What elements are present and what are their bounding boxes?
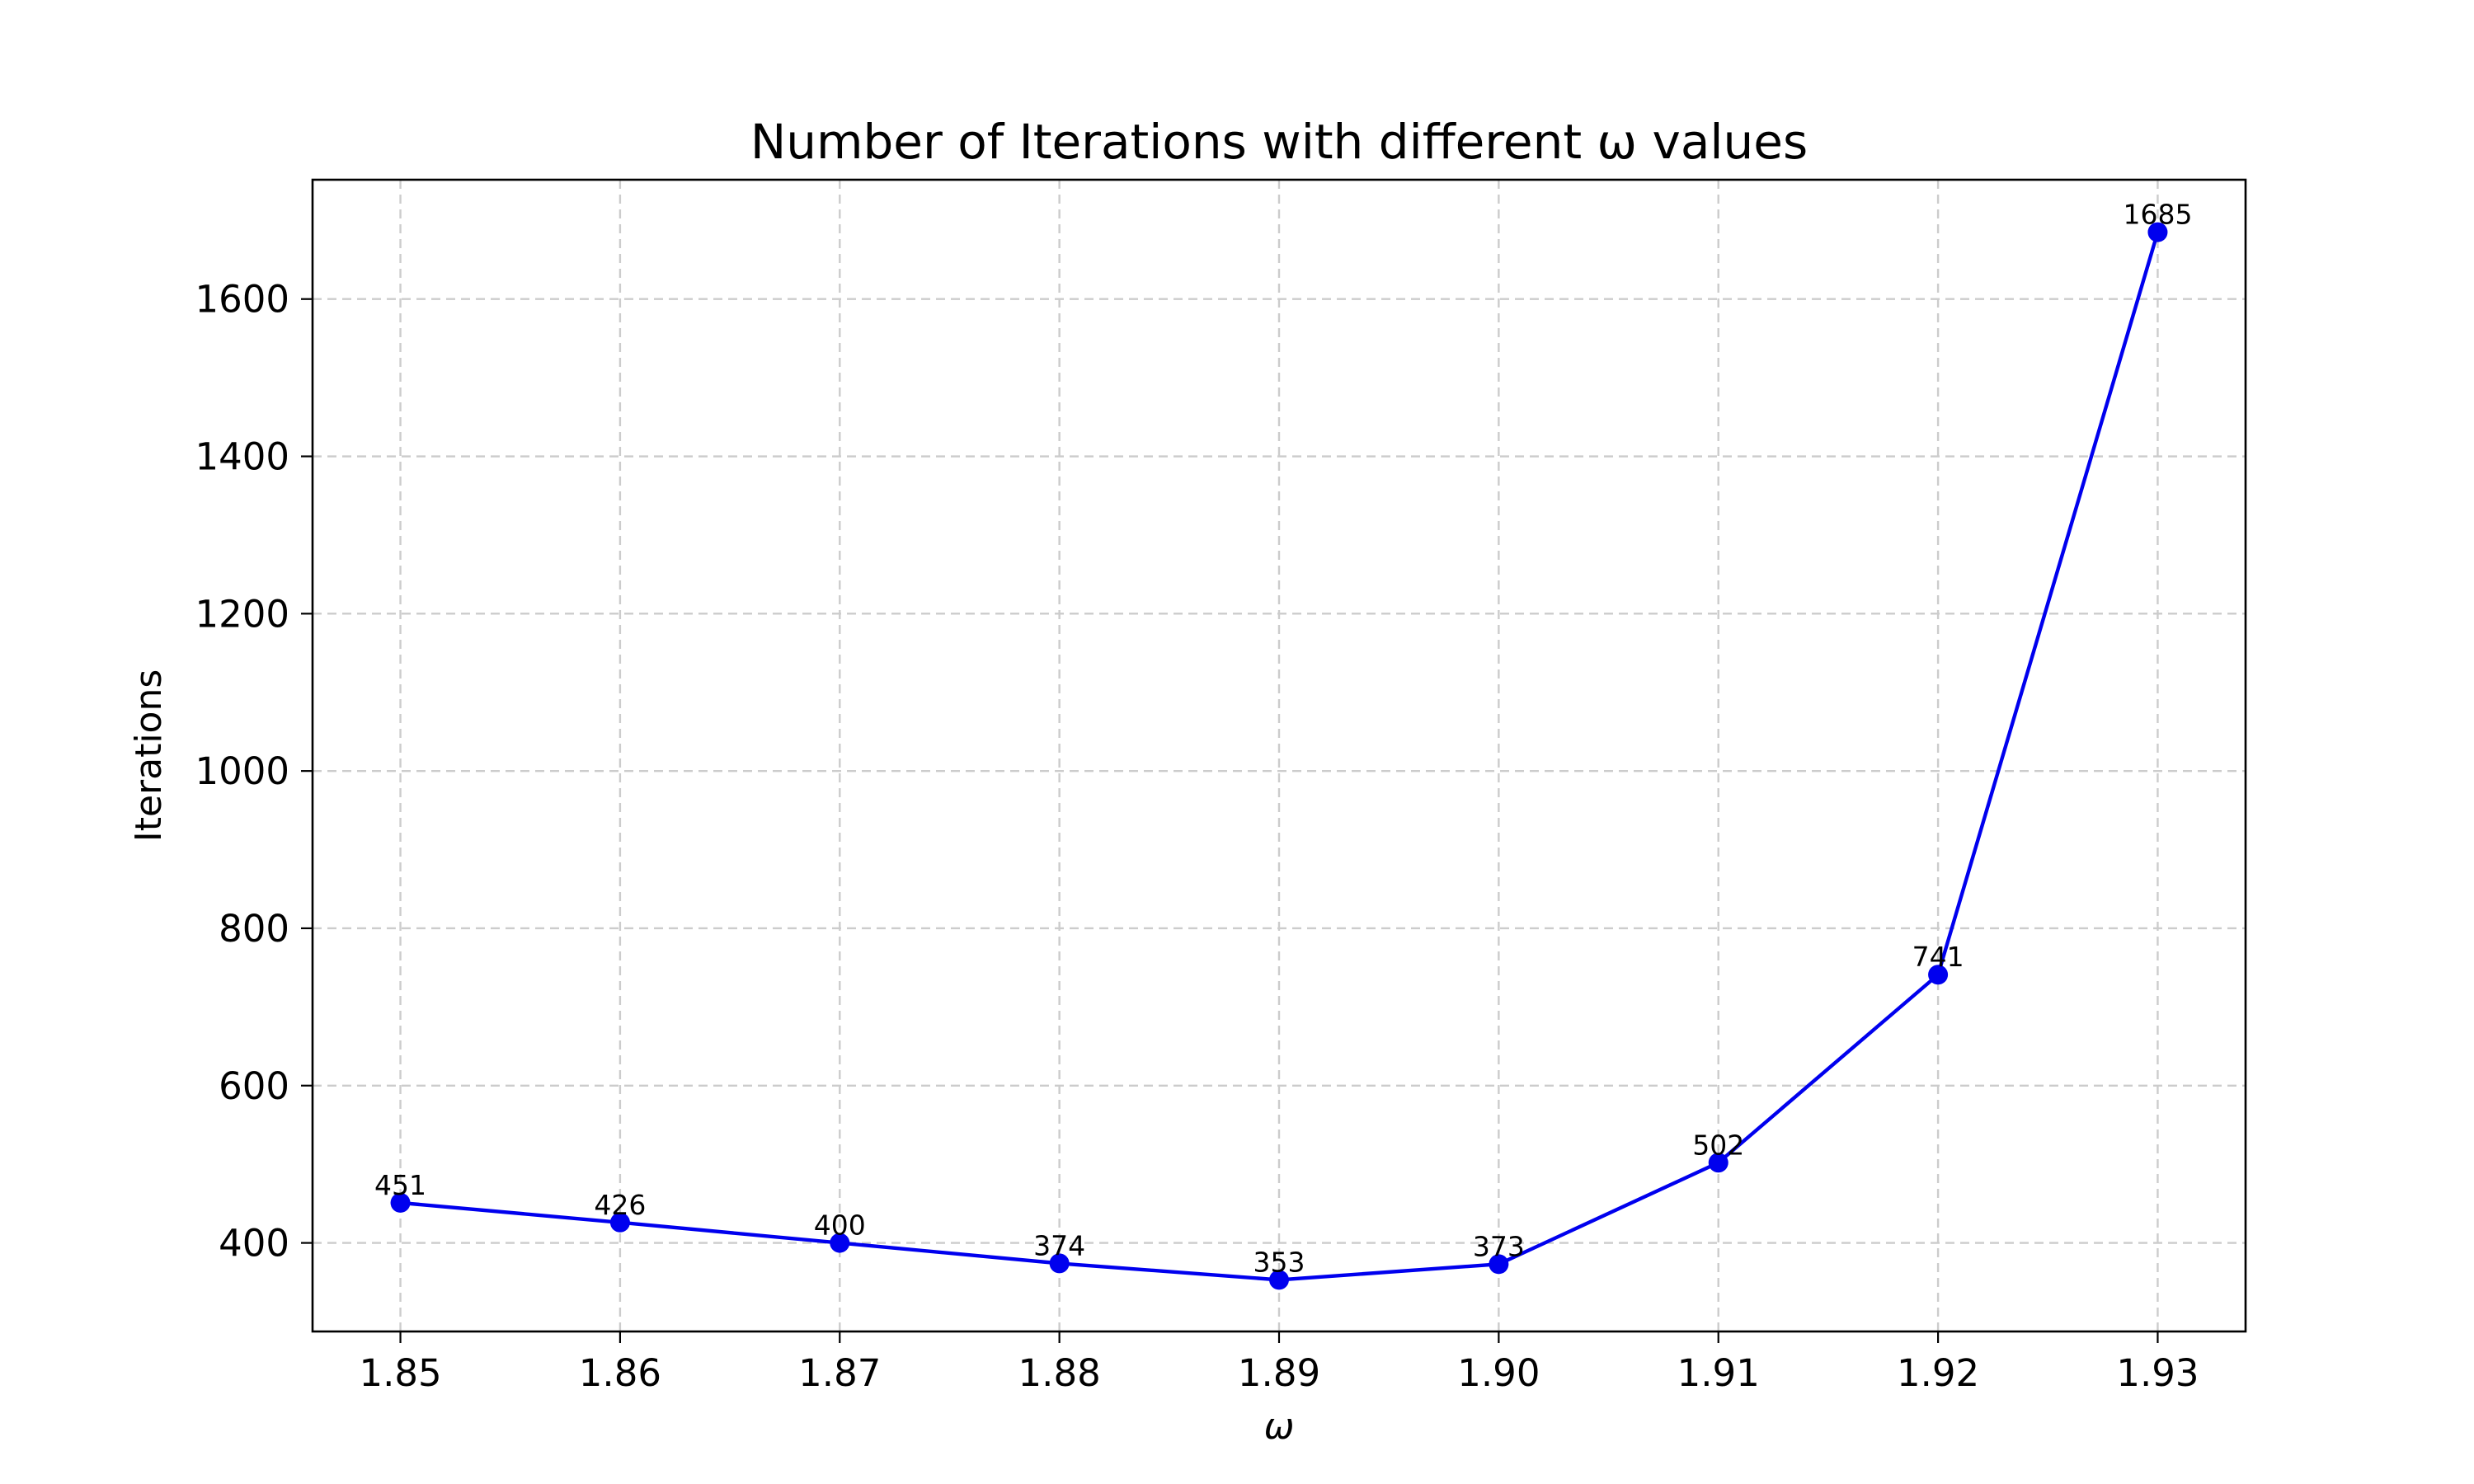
y-tick-label: 1600 xyxy=(195,278,289,322)
grid xyxy=(313,180,2246,1331)
y-tick-label: 400 xyxy=(219,1222,289,1266)
data-point xyxy=(1269,1270,1289,1290)
y-tick-label: 1000 xyxy=(195,749,289,793)
x-tick-label: 1.92 xyxy=(1897,1351,1979,1395)
x-tick-label: 1.85 xyxy=(359,1351,441,1395)
data-label: 741 xyxy=(1912,941,1964,973)
y-tick-label: 800 xyxy=(219,907,289,951)
x-axis-label: ω xyxy=(1264,1406,1295,1448)
data-point xyxy=(1928,965,1949,985)
data-label: 374 xyxy=(1033,1229,1085,1261)
series-layer xyxy=(390,222,2168,1290)
axis-ticks: 1.85 1.86 1.87 1.88 1.89 1.90 1.91 1.92 1.93 400 6… xyxy=(195,278,2199,1395)
plot-area-frame xyxy=(311,178,2247,1333)
data-point xyxy=(1489,1254,1509,1275)
y-tick-label: 1200 xyxy=(195,592,289,636)
data-label: 426 xyxy=(594,1189,646,1221)
data-labels: 451 426 400 374 353 373 502 741 1685 xyxy=(374,199,2192,1279)
x-tick-label: 1.89 xyxy=(1238,1351,1320,1395)
x-tick-label: 1.90 xyxy=(1457,1351,1540,1395)
data-label: 502 xyxy=(1692,1129,1744,1161)
chart-title: Number of Iterations with different ω va… xyxy=(750,114,1808,170)
data-label: 400 xyxy=(814,1209,866,1242)
data-label: 1685 xyxy=(2123,199,2192,231)
y-tick-label: 1400 xyxy=(195,435,289,479)
x-tick-label: 1.93 xyxy=(2116,1351,2199,1395)
data-point xyxy=(609,1212,630,1233)
y-axis-label: Iterations xyxy=(128,669,170,843)
data-label: 353 xyxy=(1253,1246,1305,1278)
data-point xyxy=(2147,222,2168,242)
data-label: 451 xyxy=(374,1169,426,1201)
data-point xyxy=(830,1233,850,1253)
data-label: 373 xyxy=(1473,1230,1525,1262)
x-tick-label: 1.91 xyxy=(1677,1351,1760,1395)
x-tick-label: 1.88 xyxy=(1018,1351,1101,1395)
data-point xyxy=(390,1192,411,1213)
x-tick-label: 1.86 xyxy=(579,1351,661,1395)
data-point xyxy=(1049,1253,1070,1274)
y-tick-label: 600 xyxy=(219,1064,289,1108)
data-point xyxy=(1708,1153,1729,1173)
x-tick-label: 1.87 xyxy=(798,1351,881,1395)
